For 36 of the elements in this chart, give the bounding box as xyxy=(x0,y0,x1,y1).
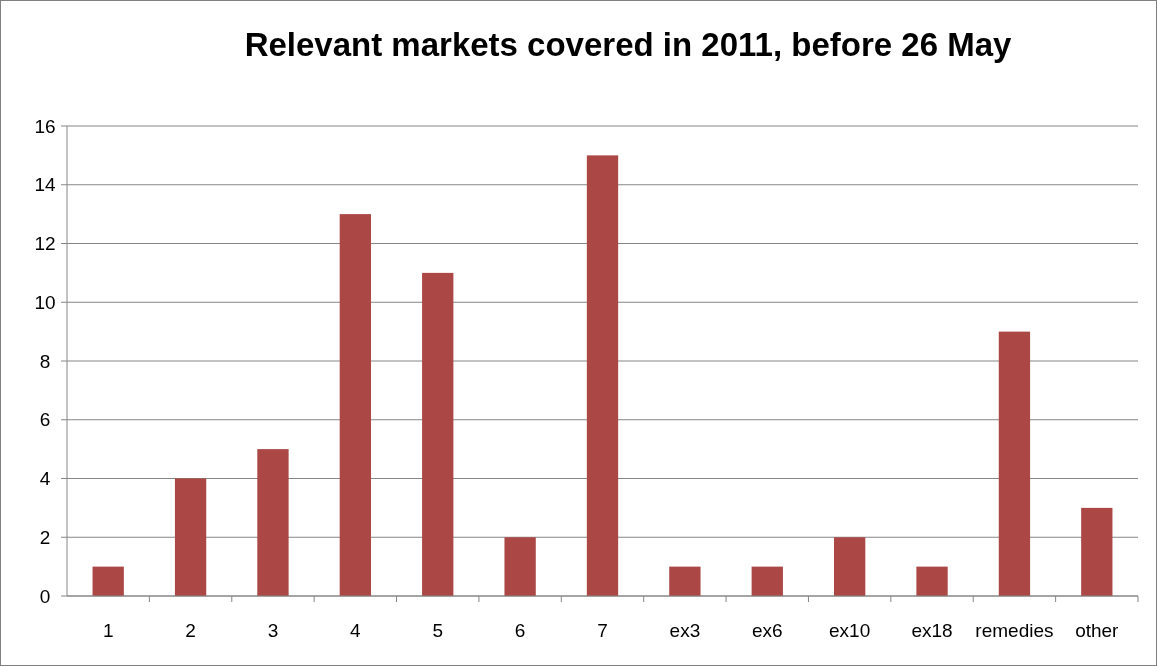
bar xyxy=(1081,507,1113,596)
bar xyxy=(916,566,948,596)
y-tick-label: 4 xyxy=(39,468,51,490)
x-tick-label: 6 xyxy=(514,620,526,641)
x-tick-label: other xyxy=(1075,620,1120,641)
y-tick-label: 14 xyxy=(34,174,56,196)
bar xyxy=(586,155,619,596)
x-tick-label: 4 xyxy=(350,620,362,641)
x-tick-label: 7 xyxy=(597,620,608,641)
bar xyxy=(257,449,289,596)
x-tick-label: ex10 xyxy=(829,620,871,641)
y-tick-label: 16 xyxy=(34,115,56,137)
bar xyxy=(998,331,1031,596)
x-tick-label: remedies xyxy=(975,620,1054,641)
y-tick-label: 12 xyxy=(34,233,56,255)
bar xyxy=(834,537,866,596)
bar xyxy=(174,478,207,596)
bar xyxy=(669,566,701,596)
y-tick-label: 10 xyxy=(34,291,56,313)
x-tick-label: 2 xyxy=(185,620,196,641)
x-tick-label: 3 xyxy=(267,620,279,641)
bar xyxy=(751,566,783,596)
x-tick-label: ex18 xyxy=(911,620,953,641)
bar xyxy=(92,566,124,596)
bar xyxy=(504,537,536,596)
x-tick-label: ex6 xyxy=(751,620,783,641)
x-tick-label: 1 xyxy=(102,620,114,641)
x-tick-label: ex3 xyxy=(669,620,701,641)
y-tick-label: 8 xyxy=(39,350,51,372)
y-tick-label: 6 xyxy=(39,409,51,431)
x-tick-label: 5 xyxy=(432,620,444,641)
bar xyxy=(339,214,371,596)
bar xyxy=(422,272,454,596)
y-tick-label: 2 xyxy=(39,526,51,548)
chart-title: Relevant markets covered in 2011, before 26 May xyxy=(244,26,1013,63)
y-tick-label: 0 xyxy=(39,585,51,607)
